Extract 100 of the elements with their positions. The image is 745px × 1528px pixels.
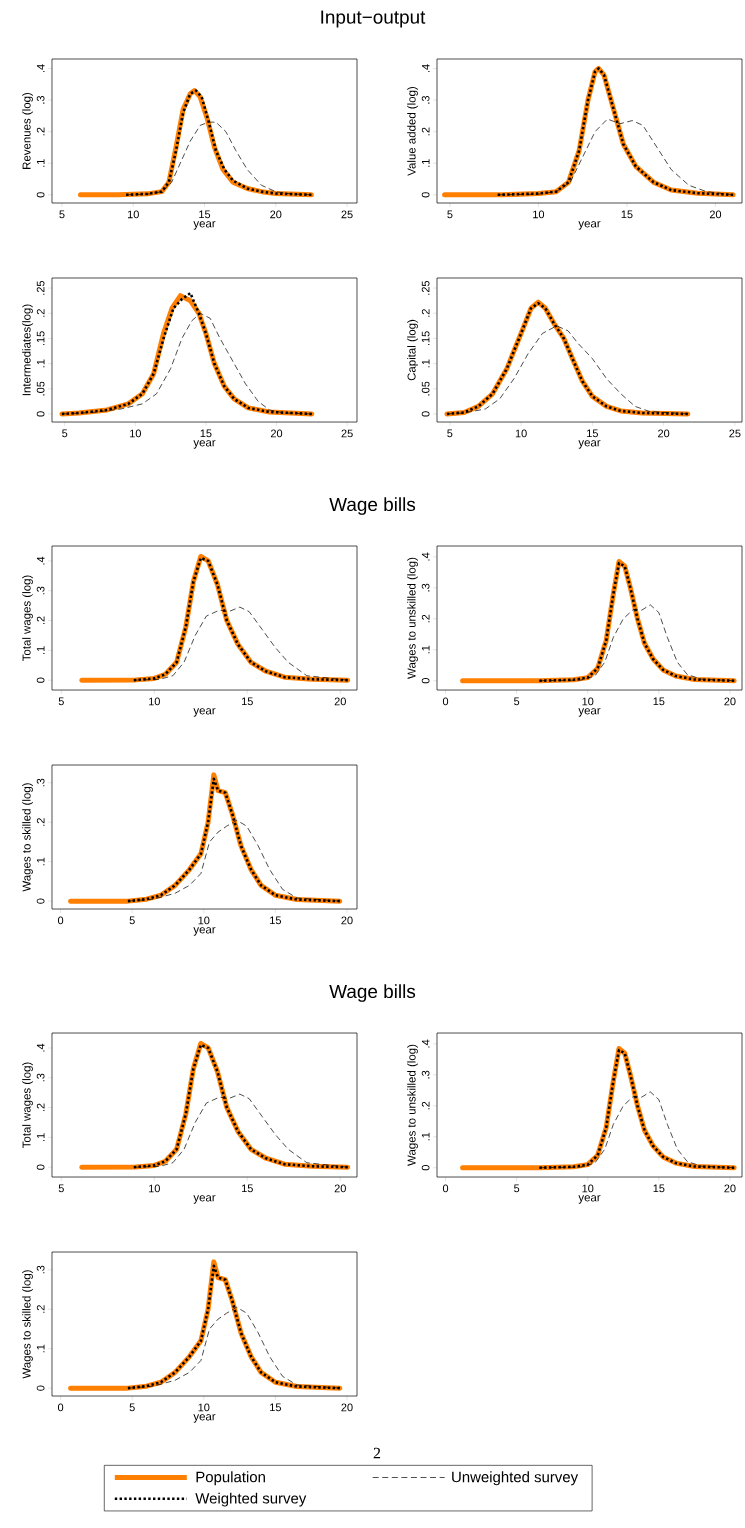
y-tick-label: .2: [421, 309, 430, 317]
x-axis-title: year: [193, 440, 216, 449]
chart-title: Wage bills: [329, 984, 416, 1002]
y-tick-label: .3: [36, 95, 45, 104]
y-tick-label: .1: [36, 359, 45, 368]
y-tick-label: .05: [421, 381, 430, 396]
y-tick-label: .2: [421, 127, 430, 136]
x-tick-label: 15: [200, 429, 212, 438]
x-tick-label: 0: [442, 697, 449, 706]
y-tick-label: .3: [421, 1070, 430, 1079]
y-axis-title: Value added (log): [407, 86, 418, 176]
x-tick-label: 20: [270, 210, 282, 219]
y-tick-label: 0: [421, 411, 430, 417]
x-axis-title: year: [578, 1195, 601, 1204]
y-axis-title: Wages to unskilled (log): [407, 1044, 418, 1166]
x-tick-label: 10: [130, 429, 141, 438]
y-tick-label: 0: [36, 411, 45, 417]
y-tick-label: .25: [421, 280, 430, 295]
y-tick-label: 0: [421, 678, 430, 684]
y-tick-label: .2: [36, 818, 45, 826]
x-tick-label: 5: [129, 916, 135, 925]
y-tick-label: .1: [421, 645, 430, 654]
x-tick-label: 5: [62, 429, 68, 438]
x-axis-title: year: [193, 221, 216, 230]
x-tick-label: 25: [341, 429, 353, 438]
y-axis-title: Wages to unskilled (log): [407, 557, 418, 679]
y-tick-label: .1: [36, 646, 45, 654]
y-axis-title: Intermediates(log): [22, 304, 33, 396]
x-tick-label: 5: [447, 210, 453, 219]
text: 2: [373, 1447, 381, 1459]
y-tick-label: .2: [36, 616, 45, 625]
y-axis-title: Total wages (log): [22, 575, 33, 662]
y-tick-label: .3: [36, 1073, 45, 1082]
y-tick-label: 0: [421, 192, 430, 198]
x-tick-label: 15: [587, 429, 598, 438]
x-tick-label: 20: [341, 916, 353, 925]
x-tick-label: 15: [653, 697, 665, 706]
y-tick-label: .15: [36, 331, 45, 346]
x-tick-label: 20: [270, 429, 283, 438]
x-tick-label: 5: [514, 697, 520, 706]
y-axis-title: Capital (log): [407, 319, 418, 381]
legend-label: Weighted survey: [195, 1492, 307, 1507]
x-axis-title: year: [193, 927, 216, 936]
x-axis-title: year: [193, 1195, 216, 1204]
x-tick-label: 10: [582, 697, 594, 706]
x-tick-label: 0: [57, 916, 64, 925]
y-tick-label: .2: [36, 1305, 45, 1313]
y-tick-label: .3: [36, 778, 45, 787]
y-tick-label: .4: [421, 1039, 430, 1048]
x-tick-label: 0: [442, 1184, 449, 1193]
x-tick-label: 20: [334, 1184, 346, 1193]
y-tick-label: .05: [36, 381, 45, 396]
legend-label: Unweighted survey: [452, 1471, 579, 1486]
x-tick-label: 20: [658, 429, 670, 438]
chart-title: Input−output: [321, 10, 426, 28]
y-tick-label: 0: [36, 1164, 45, 1170]
x-tick-label: 10: [127, 210, 139, 219]
x-tick-label: 10: [149, 1184, 160, 1193]
y-tick-label: .1: [36, 1344, 45, 1353]
x-tick-label: 5: [58, 697, 64, 706]
x-tick-label: 10: [515, 429, 527, 438]
y-axis-title: Revenues (log): [22, 92, 33, 169]
x-tick-label: 5: [59, 210, 65, 219]
y-tick-label: .2: [36, 1103, 45, 1112]
x-tick-label: 10: [198, 1403, 210, 1412]
x-tick-label: 10: [198, 916, 210, 925]
y-tick-label: .3: [36, 1265, 45, 1274]
y-tick-label: .1: [36, 1133, 45, 1141]
x-tick-label: 15: [199, 210, 211, 219]
x-tick-label: 5: [447, 429, 453, 438]
y-tick-label: .2: [421, 1101, 430, 1110]
y-tick-label: .1: [421, 1132, 430, 1141]
y-tick-label: .4: [421, 552, 430, 561]
y-tick-label: .1: [421, 159, 430, 167]
legend-label: Population: [196, 1471, 265, 1486]
x-tick-label: 5: [129, 1403, 135, 1412]
x-axis-title: year: [578, 221, 601, 230]
y-tick-label: .15: [421, 331, 430, 346]
y-tick-label: .2: [36, 127, 45, 136]
y-tick-label: 0: [36, 898, 45, 904]
y-tick-label: 0: [36, 677, 45, 683]
x-tick-label: 10: [533, 210, 545, 219]
y-tick-label: 0: [36, 192, 45, 198]
chart-title: Wage bills: [329, 497, 416, 515]
x-axis-title: year: [193, 708, 216, 717]
x-tick-label: 5: [58, 1184, 64, 1193]
y-tick-label: .25: [36, 280, 45, 295]
y-tick-label: .1: [36, 857, 45, 866]
x-tick-label: 15: [242, 697, 253, 706]
y-tick-label: 0: [36, 1385, 45, 1391]
y-tick-label: .2: [421, 614, 430, 623]
x-axis-title: year: [193, 1414, 216, 1423]
x-tick-label: 15: [653, 1184, 665, 1193]
x-tick-label: 0: [57, 1403, 64, 1412]
x-tick-label: 20: [724, 697, 736, 706]
y-tick-label: .1: [421, 359, 430, 368]
x-tick-label: 15: [242, 1184, 253, 1193]
y-tick-label: .3: [421, 95, 430, 104]
x-tick-label: 5: [514, 1184, 520, 1193]
y-tick-label: .4: [36, 556, 45, 565]
